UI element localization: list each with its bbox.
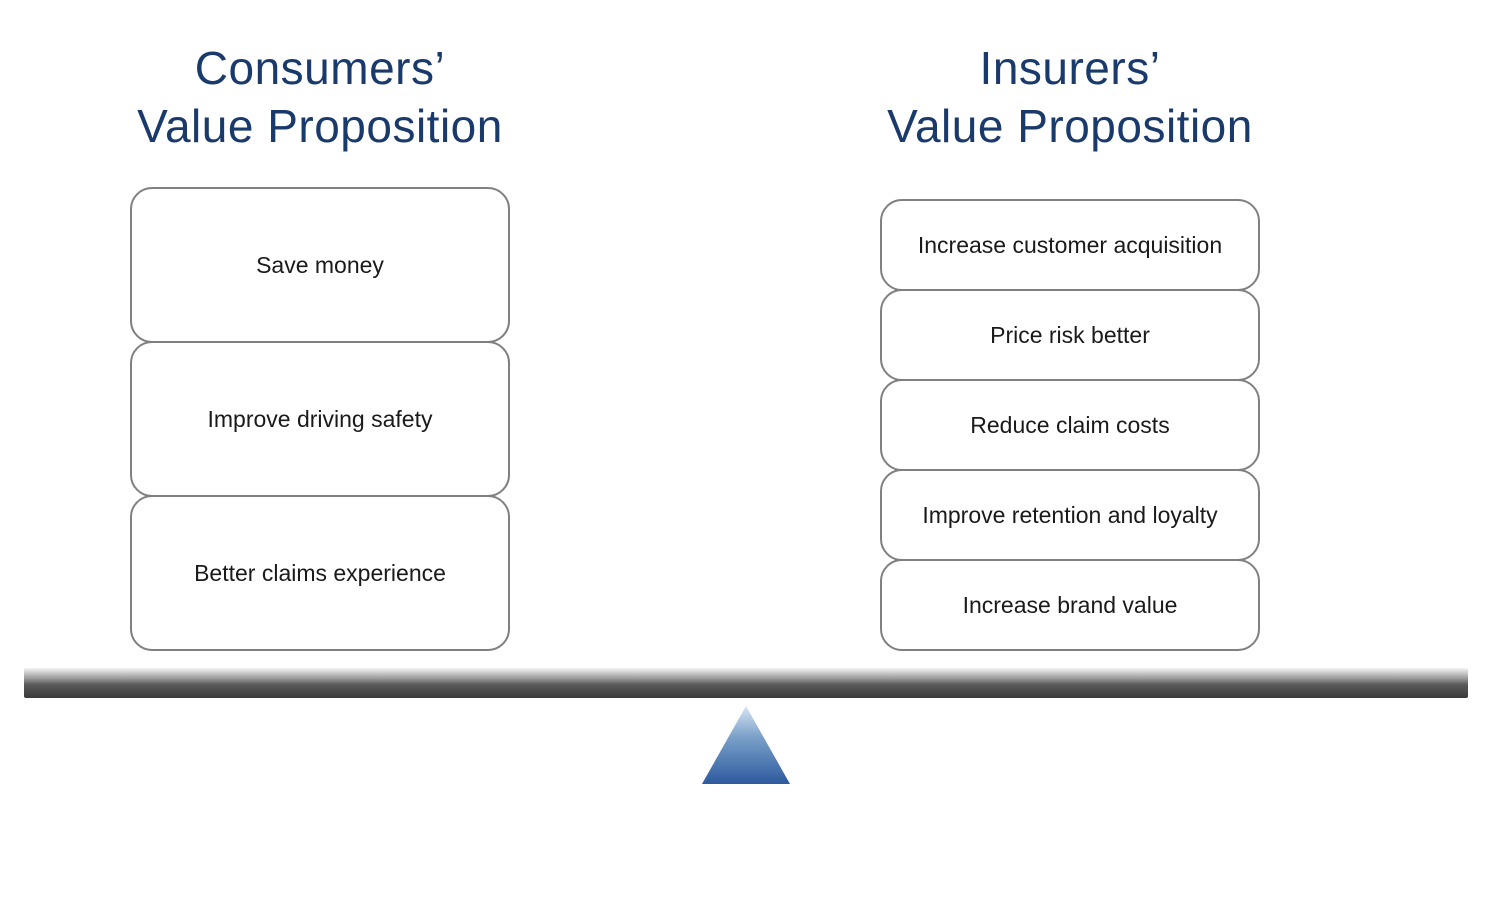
left-box-2: Improve driving safety bbox=[130, 341, 510, 497]
right-box-3-label: Reduce claim costs bbox=[970, 412, 1169, 439]
right-box-5: Increase brand value bbox=[880, 559, 1260, 651]
left-box-3-label: Better claims experience bbox=[194, 560, 446, 587]
right-heading-line2: Value Proposition bbox=[887, 100, 1253, 152]
right-column: Insurers’ Value Proposition Increase cus… bbox=[860, 40, 1280, 651]
left-column: Consumers’ Value Proposition Save money … bbox=[110, 40, 530, 651]
left-heading: Consumers’ Value Proposition bbox=[137, 40, 503, 155]
right-stack: Increase customer acquisition Price risk… bbox=[880, 199, 1260, 651]
left-box-1: Save money bbox=[130, 187, 510, 343]
left-stack: Save money Improve driving safety Better… bbox=[130, 187, 510, 651]
right-box-1: Increase customer acquisition bbox=[880, 199, 1260, 291]
left-heading-line2: Value Proposition bbox=[137, 100, 503, 152]
right-heading-line1: Insurers’ bbox=[980, 42, 1161, 94]
balance-diagram: Consumers’ Value Proposition Save money … bbox=[0, 0, 1492, 904]
right-box-4-label: Improve retention and loyalty bbox=[922, 502, 1217, 529]
left-box-3: Better claims experience bbox=[130, 495, 510, 651]
right-heading: Insurers’ Value Proposition bbox=[887, 40, 1253, 155]
right-column-body: Increase customer acquisition Price risk… bbox=[860, 183, 1280, 651]
right-box-1-label: Increase customer acquisition bbox=[918, 232, 1222, 259]
left-box-1-label: Save money bbox=[256, 252, 384, 279]
right-box-2: Price risk better bbox=[880, 289, 1260, 381]
balance-beam bbox=[24, 668, 1468, 698]
right-box-5-label: Increase brand value bbox=[963, 592, 1178, 619]
right-box-3: Reduce claim costs bbox=[880, 379, 1260, 471]
right-box-2-label: Price risk better bbox=[990, 322, 1150, 349]
fulcrum-icon bbox=[702, 706, 790, 784]
left-column-body: Save money Improve driving safety Better… bbox=[110, 183, 530, 651]
right-box-4: Improve retention and loyalty bbox=[880, 469, 1260, 561]
left-heading-line1: Consumers’ bbox=[195, 42, 445, 94]
left-box-2-label: Improve driving safety bbox=[208, 406, 433, 433]
